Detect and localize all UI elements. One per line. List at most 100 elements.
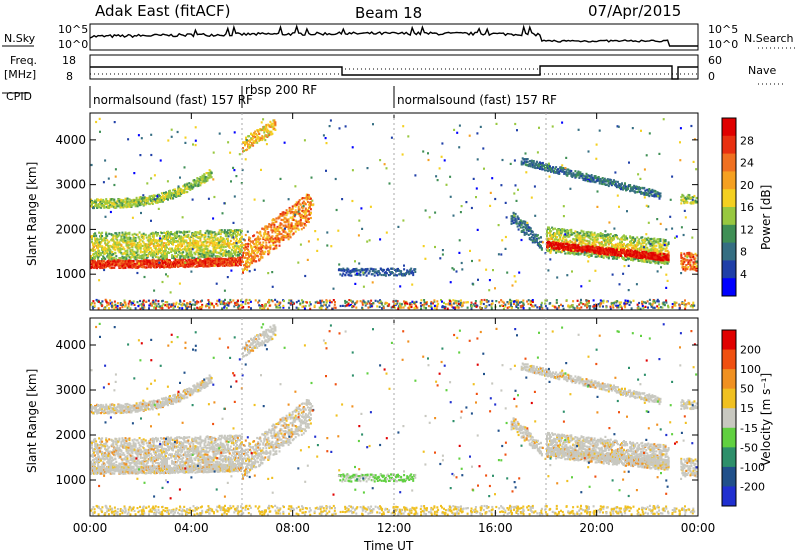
power-cell bbox=[104, 240, 106, 242]
power-cell bbox=[283, 225, 285, 227]
power-cell bbox=[237, 231, 239, 233]
power-cell bbox=[103, 205, 105, 207]
power-cell bbox=[143, 235, 145, 237]
power-cell bbox=[650, 238, 652, 240]
power-cell bbox=[305, 224, 307, 226]
power-cell bbox=[261, 256, 263, 258]
power-cell bbox=[241, 246, 243, 248]
power-cell bbox=[271, 231, 273, 233]
power-cell bbox=[638, 238, 640, 240]
power-cell bbox=[231, 249, 233, 251]
power-cell bbox=[273, 226, 275, 228]
power-cell bbox=[212, 231, 214, 233]
power-cell bbox=[556, 236, 558, 238]
power-cell bbox=[562, 243, 564, 245]
power-cell bbox=[183, 243, 185, 245]
power-cell bbox=[182, 259, 184, 261]
power-cell bbox=[302, 222, 304, 224]
power-cell bbox=[246, 149, 248, 151]
power-cell bbox=[222, 249, 224, 251]
power-cell bbox=[182, 251, 184, 253]
power-cell bbox=[109, 249, 111, 251]
power-cell bbox=[245, 254, 247, 256]
power-cell bbox=[299, 213, 301, 215]
power-cell bbox=[248, 258, 250, 260]
power-cell bbox=[532, 231, 534, 233]
power-cell bbox=[156, 251, 158, 253]
power-cell bbox=[601, 255, 603, 257]
power-cell bbox=[113, 199, 115, 201]
power-cell bbox=[191, 257, 193, 259]
power-cell bbox=[266, 247, 268, 249]
power-cell bbox=[283, 239, 285, 241]
nsearch-label: N.Search bbox=[744, 32, 794, 45]
power-cell bbox=[249, 263, 251, 265]
power-cell bbox=[270, 227, 272, 229]
power-cell bbox=[592, 233, 594, 235]
power-cell bbox=[237, 245, 239, 247]
power-cell bbox=[244, 249, 246, 251]
power-cell bbox=[288, 228, 290, 230]
nsky-tick-lo: 10^0 bbox=[58, 38, 88, 51]
power-cell bbox=[119, 250, 121, 252]
power-cell bbox=[268, 134, 270, 136]
power-cell bbox=[640, 246, 642, 248]
power-cell bbox=[564, 252, 566, 254]
power-cell bbox=[249, 237, 251, 239]
power-cell bbox=[279, 233, 281, 235]
power-cell bbox=[632, 237, 634, 239]
power-cell bbox=[585, 243, 587, 245]
power-cell bbox=[144, 253, 146, 255]
power-cell bbox=[641, 260, 643, 262]
power-cell bbox=[306, 215, 308, 217]
power-cell bbox=[248, 265, 250, 267]
power-cell bbox=[385, 275, 387, 277]
power-cell bbox=[610, 233, 612, 235]
power-cell bbox=[140, 251, 142, 253]
power-cell bbox=[125, 232, 127, 234]
power-cell bbox=[513, 212, 515, 214]
power-cell bbox=[193, 179, 195, 181]
power-cell bbox=[205, 248, 207, 250]
power-cell bbox=[595, 244, 597, 246]
power-cell bbox=[587, 240, 589, 242]
power-cell bbox=[213, 254, 215, 256]
power-cell bbox=[668, 243, 670, 245]
power-cell bbox=[161, 238, 163, 240]
power-cell bbox=[91, 236, 93, 238]
cpid-segment-label: normalsound (fast) 157 RF bbox=[397, 93, 557, 107]
power-cell bbox=[104, 252, 106, 254]
power-cell bbox=[310, 198, 312, 200]
power-cell bbox=[625, 259, 627, 261]
power-cell bbox=[302, 197, 304, 199]
power-cell bbox=[537, 234, 539, 236]
power-cell bbox=[94, 232, 96, 234]
power-cell bbox=[383, 269, 385, 271]
freq-label: Freq. bbox=[10, 54, 37, 67]
cpid-label: CPID bbox=[6, 90, 32, 103]
power-cell bbox=[236, 238, 238, 240]
power-cell bbox=[113, 257, 115, 259]
power-cell bbox=[561, 240, 563, 242]
power-cell bbox=[150, 247, 152, 249]
power-cell bbox=[273, 119, 275, 121]
power-cell bbox=[127, 206, 129, 208]
power-cell bbox=[305, 208, 307, 210]
power-cell bbox=[244, 252, 246, 254]
power-cell bbox=[414, 268, 416, 270]
power-cell bbox=[283, 219, 285, 221]
power-cell bbox=[134, 253, 136, 255]
power-cell bbox=[650, 261, 652, 263]
nave-tick-lo: 0 bbox=[708, 70, 715, 83]
power-cell bbox=[288, 238, 290, 240]
power-cell bbox=[158, 259, 160, 261]
power-cell bbox=[526, 232, 528, 234]
power-cell bbox=[386, 272, 388, 274]
power-cell bbox=[184, 246, 186, 248]
power-cell bbox=[288, 221, 290, 223]
power-cell bbox=[212, 264, 214, 266]
power-cell bbox=[555, 238, 557, 240]
power-cell bbox=[149, 196, 151, 198]
power-cell bbox=[412, 272, 414, 274]
power-cell bbox=[171, 254, 173, 256]
